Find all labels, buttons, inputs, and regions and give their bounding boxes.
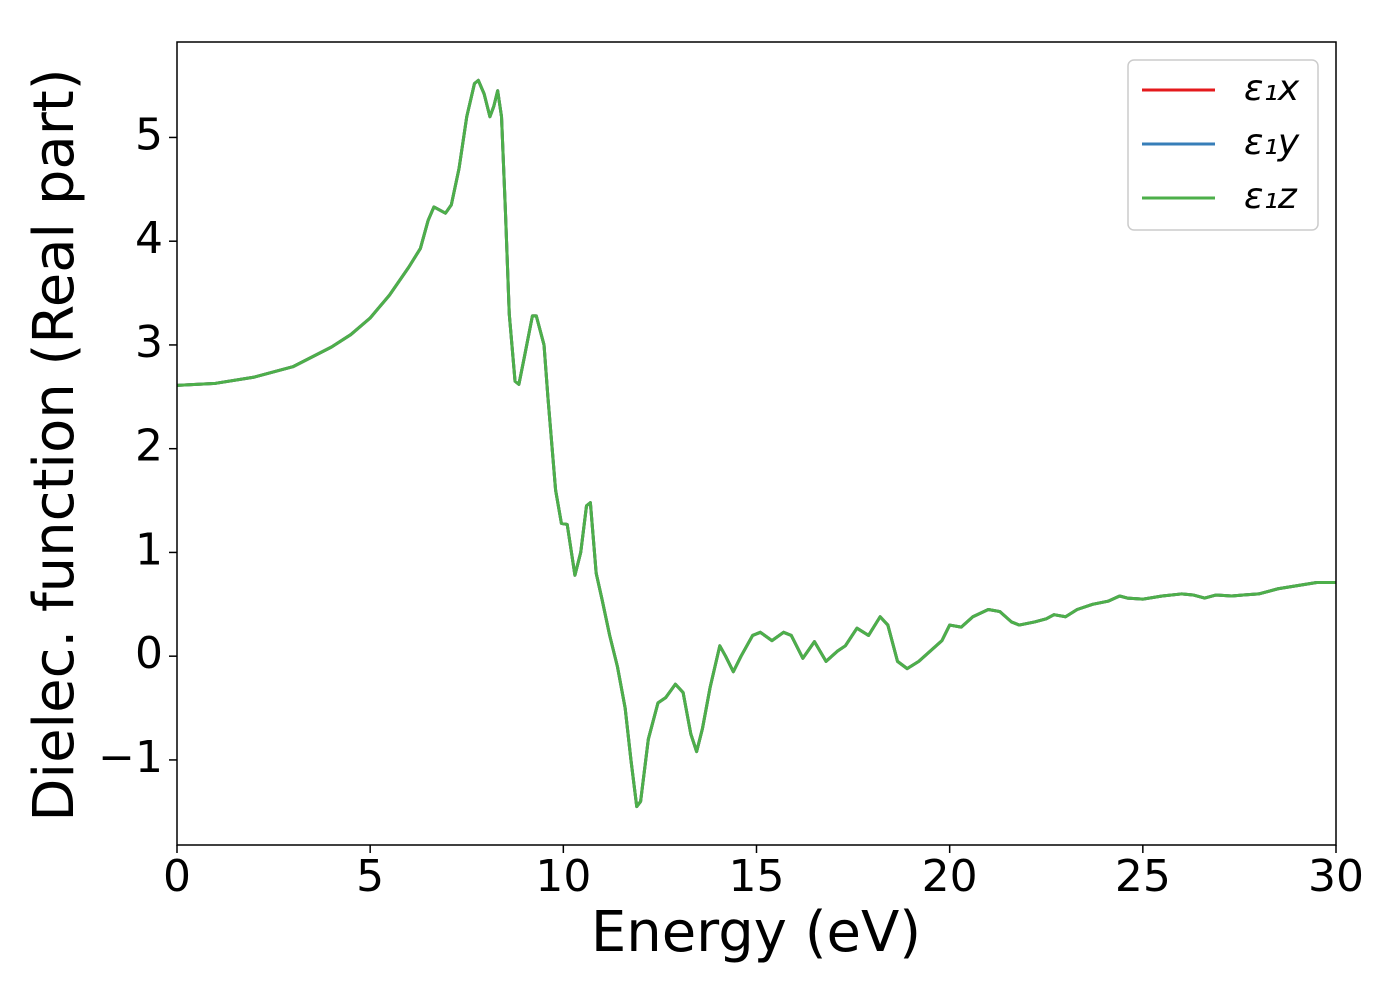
y-tick-label: 1: [135, 524, 163, 575]
x-tick-label: 20: [922, 851, 978, 902]
x-tick-label: 10: [535, 851, 591, 902]
data-line: [176, 78, 1336, 809]
x-tick-label: 25: [1115, 851, 1171, 902]
legend-box: [1127, 59, 1319, 231]
legend-label: ε₁y: [1244, 122, 1300, 163]
y-tick-label: 5: [135, 109, 163, 160]
y-axis-label: Dielec. function (Real part): [22, 68, 87, 821]
y-tick-label: 3: [135, 317, 163, 368]
x-axis-label: Energy (eV): [591, 900, 921, 965]
x-tick-label: 0: [163, 851, 191, 902]
x-tick-label: 5: [356, 851, 384, 902]
y-tick-label: 0: [135, 628, 163, 679]
y-tick-label: 4: [135, 213, 163, 264]
legend-label: ε₁x: [1244, 68, 1300, 109]
y-tick-label: 2: [135, 421, 163, 472]
plot-frame: [176, 41, 1337, 846]
x-tick-label: 15: [729, 851, 785, 902]
x-tick-label: 30: [1308, 851, 1364, 902]
y-tick-label: −1: [98, 732, 163, 783]
legend-label: ε₁z: [1244, 176, 1298, 217]
